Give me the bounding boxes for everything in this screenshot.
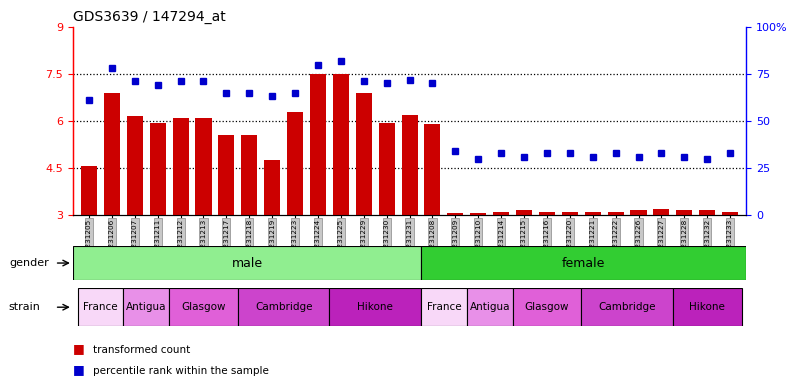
Bar [81,166,97,215]
Bar [173,118,189,215]
Bar [104,93,120,215]
Bar [150,122,165,215]
Bar [722,212,738,215]
Bar [607,212,624,215]
Text: Glasgow: Glasgow [525,302,569,312]
Bar [585,212,601,215]
Bar [242,135,257,215]
Text: transformed count: transformed count [93,345,191,355]
Bar [424,124,440,215]
Bar [329,288,421,326]
Bar [654,209,669,215]
Bar [169,288,238,326]
Bar [581,288,673,326]
Bar [448,214,463,215]
Bar [676,210,693,215]
Text: strain: strain [9,302,41,312]
Bar [218,135,234,215]
Text: gender: gender [9,258,49,268]
Text: Cambridge: Cambridge [599,302,656,312]
Bar [356,93,371,215]
Text: Cambridge: Cambridge [255,302,312,312]
Bar [287,112,303,215]
Bar [467,288,513,326]
Text: Glasgow: Glasgow [181,302,225,312]
Text: Antigua: Antigua [126,302,166,312]
Bar [78,288,123,326]
Bar [562,212,577,215]
Bar [379,122,395,215]
Bar [470,214,487,215]
Bar [513,288,581,326]
Bar [493,212,509,215]
Bar [421,288,467,326]
Text: percentile rank within the sample: percentile rank within the sample [93,366,269,376]
Text: GDS3639 / 147294_at: GDS3639 / 147294_at [73,10,225,25]
Text: France: France [84,302,118,312]
Bar [699,210,715,215]
Text: Hikone: Hikone [689,302,725,312]
Bar [123,288,169,326]
Text: ■: ■ [73,363,84,376]
Bar [516,210,532,215]
Bar [421,246,746,280]
Text: ■: ■ [73,342,84,355]
Text: female: female [562,257,605,270]
Bar [673,288,741,326]
Bar [195,118,212,215]
Bar [310,74,326,215]
Bar [127,116,143,215]
Bar [401,115,418,215]
Bar [238,288,329,326]
Bar [264,160,280,215]
Text: France: France [427,302,461,312]
Bar [630,210,646,215]
Text: Antigua: Antigua [470,302,510,312]
Bar [333,74,349,215]
Bar [73,246,421,280]
Text: Hikone: Hikone [358,302,393,312]
Text: male: male [231,257,263,270]
Bar [539,212,555,215]
